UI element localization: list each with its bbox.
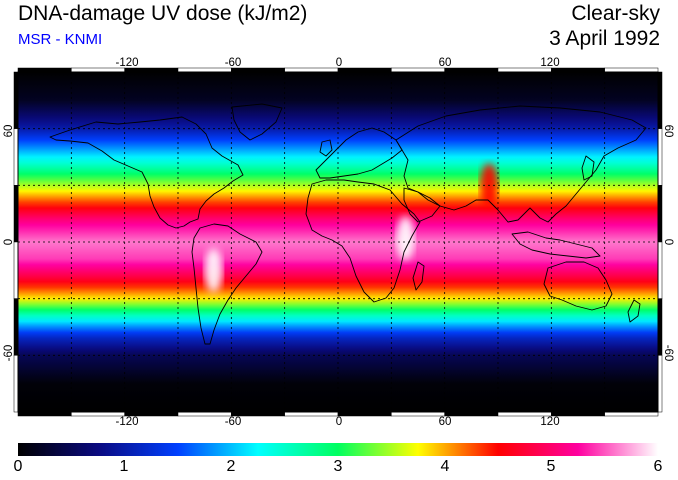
lon-tick-bottom: -60 xyxy=(224,416,242,428)
frame-tick-segment xyxy=(391,411,445,417)
map-frame-ticks xyxy=(13,67,663,417)
colorbar-label: 5 xyxy=(546,458,556,475)
colorbar-label: 6 xyxy=(653,458,663,475)
colorbar-label: 2 xyxy=(226,458,236,475)
lon-tick-top: 120 xyxy=(540,57,560,69)
frame-tick-segment xyxy=(17,411,72,417)
frame-tick-segment xyxy=(231,411,285,417)
frame-tick-segment xyxy=(124,411,179,417)
frame-tick-segment xyxy=(71,67,125,73)
data-source-label: MSR - KNMI xyxy=(18,31,103,48)
frame-tick-segment xyxy=(444,411,499,417)
frame-tick-segment xyxy=(13,355,19,413)
frame-tick-segment xyxy=(177,411,232,417)
graticule xyxy=(18,72,658,412)
lon-tick-top: -120 xyxy=(115,57,139,69)
frame-tick-segment xyxy=(17,67,72,73)
colorbar-label: 1 xyxy=(119,458,129,475)
colorbar-label: 0 xyxy=(13,458,23,475)
frame-tick-segment xyxy=(497,67,552,73)
frame-tick-segment xyxy=(604,67,659,73)
frame-tick-segment xyxy=(657,185,663,243)
lon-tick-top: 0 xyxy=(335,57,343,69)
australia-outline xyxy=(543,261,613,311)
frame-tick-segment xyxy=(551,67,605,73)
lon-tick-bottom: 60 xyxy=(438,416,452,428)
frame-tick-segment xyxy=(231,67,285,73)
frame-tick-segment xyxy=(337,67,392,73)
indonesia-outline xyxy=(511,231,601,259)
south-america-outline xyxy=(191,223,263,345)
frame-tick-segment xyxy=(124,67,179,73)
frame-tick-segment xyxy=(177,67,232,73)
new-zealand-outline xyxy=(627,299,641,323)
coastlines xyxy=(49,103,647,345)
frame-tick-segment xyxy=(444,67,499,73)
north-america-outline xyxy=(49,116,244,229)
lon-tick-top: 60 xyxy=(438,57,452,69)
frame-tick-segment xyxy=(13,298,19,356)
frame-tick-segment xyxy=(13,185,19,243)
frame-tick-segment xyxy=(337,411,392,417)
lon-tick-bottom: 0 xyxy=(335,416,343,428)
map-frame xyxy=(17,71,659,413)
frame-tick-segment xyxy=(391,67,445,73)
frame-tick-segment xyxy=(657,71,663,129)
frame-tick-segment xyxy=(657,298,663,356)
frame-tick-segment xyxy=(657,128,663,186)
japan-outline xyxy=(581,155,595,181)
colorbar-gradient xyxy=(18,443,658,456)
frame-tick-segment xyxy=(13,241,19,299)
uk-outline xyxy=(319,139,333,157)
frame-tick-segment xyxy=(13,128,19,186)
colorbar-label: 3 xyxy=(333,458,343,475)
frame-tick-segment xyxy=(604,411,659,417)
dose-hotspot xyxy=(204,248,223,293)
colorbar xyxy=(18,443,658,456)
asia-outline xyxy=(395,105,647,223)
dose-hotspot xyxy=(396,216,415,261)
sky-condition-label: Clear-sky xyxy=(571,2,660,25)
madagascar-outline xyxy=(412,261,425,291)
africa-outline xyxy=(305,179,421,303)
lon-tick-bottom: -120 xyxy=(115,416,139,428)
frame-tick-segment xyxy=(71,411,125,417)
frame-tick-segment xyxy=(551,411,605,417)
colorbar-label: 4 xyxy=(440,458,450,475)
lon-tick-top: -60 xyxy=(224,57,242,69)
frame-tick-segment xyxy=(657,355,663,413)
frame-tick-segment xyxy=(13,71,19,129)
arabia-outline xyxy=(403,187,441,223)
map-date: 3 April 1992 xyxy=(549,27,660,50)
greenland-outline xyxy=(231,103,283,141)
frame-tick-segment xyxy=(284,411,339,417)
frame-tick-segment xyxy=(284,67,339,73)
map-title: DNA-damage UV dose (kJ/m2) xyxy=(18,2,308,25)
frame-tick-segment xyxy=(657,241,663,299)
lon-tick-bottom: 120 xyxy=(540,416,560,428)
frame-tick-segment xyxy=(497,411,552,417)
